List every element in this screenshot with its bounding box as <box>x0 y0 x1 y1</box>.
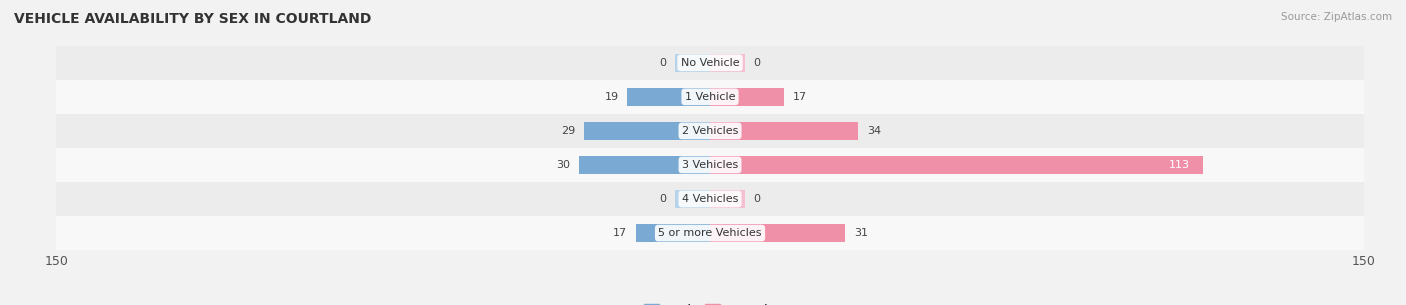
Text: 0: 0 <box>754 194 761 204</box>
Bar <box>710 156 1202 174</box>
Bar <box>710 54 745 72</box>
Bar <box>56 148 1364 182</box>
Bar <box>710 122 858 140</box>
Text: Source: ZipAtlas.com: Source: ZipAtlas.com <box>1281 12 1392 22</box>
Bar <box>56 182 1364 216</box>
Bar <box>627 88 710 106</box>
Text: 0: 0 <box>659 58 666 68</box>
Text: 34: 34 <box>868 126 882 136</box>
Text: 4 Vehicles: 4 Vehicles <box>682 194 738 204</box>
Text: 5 or more Vehicles: 5 or more Vehicles <box>658 228 762 238</box>
Text: 3 Vehicles: 3 Vehicles <box>682 160 738 170</box>
Text: 0: 0 <box>754 58 761 68</box>
Text: 113: 113 <box>1168 160 1189 170</box>
Text: 2 Vehicles: 2 Vehicles <box>682 126 738 136</box>
Text: VEHICLE AVAILABILITY BY SEX IN COURTLAND: VEHICLE AVAILABILITY BY SEX IN COURTLAND <box>14 12 371 26</box>
Bar <box>710 190 745 208</box>
Text: No Vehicle: No Vehicle <box>681 58 740 68</box>
Bar <box>579 156 710 174</box>
Bar <box>710 224 845 242</box>
Bar <box>636 224 710 242</box>
Text: 17: 17 <box>613 228 627 238</box>
Bar <box>675 54 710 72</box>
Bar <box>56 216 1364 250</box>
Bar <box>583 122 710 140</box>
Text: 0: 0 <box>659 194 666 204</box>
Text: 19: 19 <box>605 92 619 102</box>
Text: 30: 30 <box>557 160 571 170</box>
Text: 1 Vehicle: 1 Vehicle <box>685 92 735 102</box>
Bar <box>56 46 1364 80</box>
Bar <box>675 190 710 208</box>
Text: 31: 31 <box>853 228 868 238</box>
Legend: Male, Female: Male, Female <box>640 299 780 305</box>
Text: 17: 17 <box>793 92 807 102</box>
Text: 29: 29 <box>561 126 575 136</box>
Bar <box>56 80 1364 114</box>
Bar <box>56 114 1364 148</box>
Bar <box>710 88 785 106</box>
